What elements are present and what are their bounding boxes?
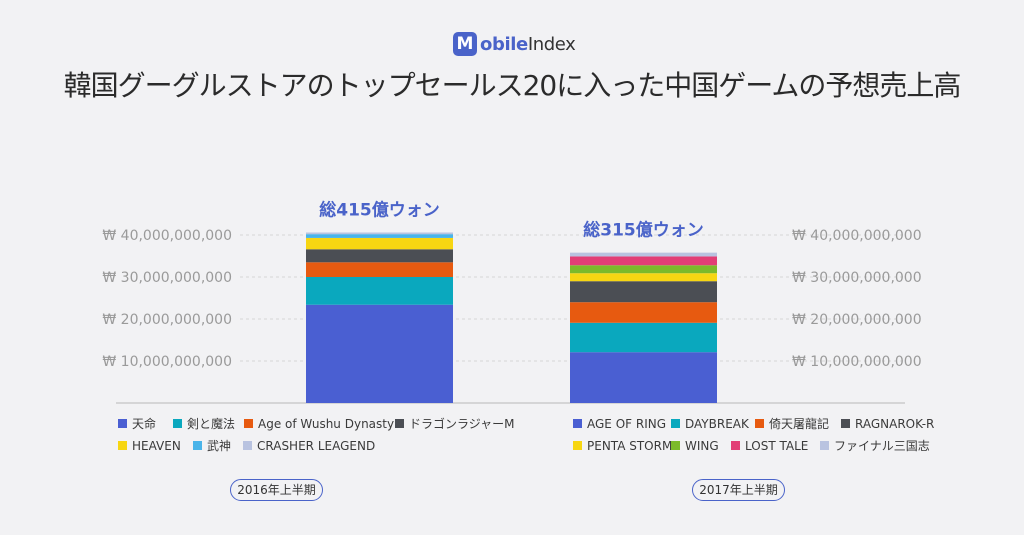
legend-label-2017-2: DAYBREAK [685,417,750,431]
legend-swatch-2016-2 [173,419,182,428]
logo-word-obile: obile [480,34,528,55]
legend-label-2016-3: Age of Wushu Dynasty [258,417,394,431]
gridlines [116,234,905,404]
bar-segment-2016-6 [306,234,453,238]
legend-swatch-2017-1 [573,419,582,428]
legend-swatch-2017-8 [820,441,829,450]
legend-swatch-2016-7 [243,441,252,450]
legend-swatch-2017-7 [731,441,740,450]
legend-label-2016-5: HEAVEN [132,439,181,453]
bar-segment-2016-7 [306,232,453,235]
bar-segment-2017-6 [570,265,717,274]
y-tick-label-left-4: ₩ 40,000,000,000 [102,228,232,244]
y-tick-label-right-3: ₩ 30,000,000,000 [792,270,922,286]
y-tick-label-left-3: ₩ 30,000,000,000 [102,270,232,286]
bar-segment-2017-1 [570,352,717,403]
bar-segment-2017-7 [570,256,717,266]
total-label-2016: 総415億ウォン [319,199,440,220]
bar-segment-2016-2 [306,277,453,305]
legend-label-2017-7: LOST TALE [745,439,808,453]
bars [306,232,717,403]
legend-swatch-2017-3 [755,419,764,428]
legend-swatch-2017-4 [841,419,850,428]
legend-label-2016-1: 天命 [132,416,156,431]
legend-label-2016-2: 剣と魔法 [187,416,235,431]
legend-label-2017-6: WING [685,439,719,453]
legend-label-2017-5: PENTA STORM [587,439,672,453]
y-tick-label-left-1: ₩ 10,000,000,000 [102,354,232,370]
page-title: 韓国グーグルストアのトップセールス20に入った中国ゲームの予想売上高 [63,69,962,102]
legend-swatch-2016-3 [244,419,253,428]
period-badge-2017: 2017年上半期 [692,479,785,501]
legend-swatch-2016-6 [193,441,202,450]
legend-label-2017-8: ファイナル三国志 [834,439,930,453]
bar-segment-2017-5 [570,273,717,282]
legend-swatch-2017-2 [671,419,680,428]
legend-label-2017-3: 倚天屠龍記 [769,416,829,431]
bar-segment-2016-3 [306,262,453,277]
mobile-index-logo-text: obileIndex [480,34,576,58]
y-tick-label-right-1: ₩ 10,000,000,000 [792,354,922,370]
legends: 天命 剣と魔法 Age of Wushu Dynasty ドラゴンラジャーM HEAVE… [118,416,934,453]
legend-swatch-2016-1 [118,419,127,428]
mobile-index-logo-icon: M [453,32,477,56]
y-tick-label-right-4: ₩ 40,000,000,000 [792,228,922,244]
total-label-2017: 総315億ウォン [583,220,704,241]
bar-segment-2017-2 [570,322,717,353]
legend-swatch-2017-6 [671,441,680,450]
bar-segment-2017-8 [570,252,717,257]
legend-label-2016-6: 武神 [207,439,231,453]
bar-segment-2017-3 [570,302,717,323]
bar-segment-2016-1 [306,304,453,403]
y-tick-label-left-2: ₩ 20,000,000,000 [102,312,232,328]
legend-label-2017-1: AGE OF RING [587,417,666,431]
legend-swatch-2016-4 [395,419,404,428]
bar-segment-2016-4 [306,249,453,263]
y-tick-label-right-2: ₩ 20,000,000,000 [792,312,922,328]
legend-label-2017-4: RAGNAROK-R [855,417,934,431]
legend-swatch-2016-5 [118,441,127,450]
bar-segment-2016-5 [306,237,453,250]
legend-swatch-2017-5 [573,441,582,450]
legend-label-2016-4: ドラゴンラジャーM [409,416,515,431]
legend-label-2016-7: CRASHER LEAGEND [257,439,375,453]
labels: ₩ 10,000,000,000 ₩ 20,000,000,000 ₩ 30,000… [102,199,921,370]
period-badge-2016: 2016年上半期 [230,479,323,501]
bar-segment-2017-4 [570,281,717,303]
logo-word-index: Index [527,34,576,55]
